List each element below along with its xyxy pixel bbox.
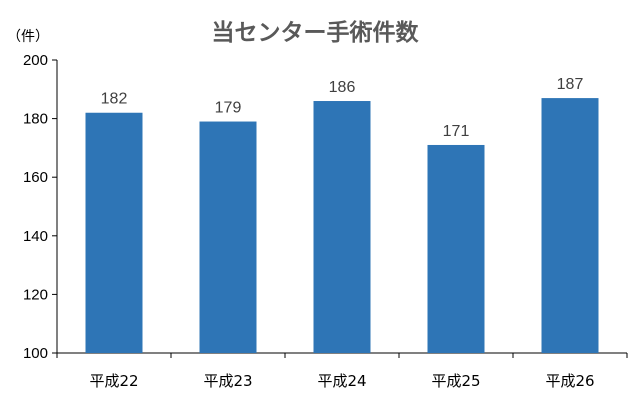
plot-area: 100 120 140 160 180 200 182 平成22 179 平成23 186 平成24 1…	[23, 52, 627, 390]
data-label: 187	[557, 76, 584, 93]
y-tick-label: 100	[23, 345, 48, 362]
y-tick-label: 200	[23, 52, 48, 69]
y-tick-label: 160	[23, 169, 48, 186]
bar	[542, 98, 599, 353]
x-tick-label: 平成26	[545, 372, 594, 390]
y-tick-label: 140	[23, 228, 48, 245]
bar	[200, 122, 257, 353]
data-label: 179	[215, 100, 242, 117]
x-tick-label: 平成24	[317, 372, 366, 390]
y-axis-unit-label: （件）	[7, 29, 49, 45]
x-tick-label: 平成22	[89, 372, 138, 390]
bar	[428, 145, 485, 353]
data-label: 171	[443, 123, 470, 140]
y-tick-label: 180	[23, 111, 48, 128]
data-label: 186	[329, 79, 356, 96]
data-label: 182	[101, 91, 128, 108]
y-tick-label: 120	[23, 286, 48, 303]
chart-title: 当センター手術件数	[212, 19, 420, 46]
bar	[86, 113, 143, 353]
bar	[314, 101, 371, 353]
x-tick-label: 平成25	[431, 372, 480, 390]
x-tick-label: 平成23	[203, 372, 252, 390]
